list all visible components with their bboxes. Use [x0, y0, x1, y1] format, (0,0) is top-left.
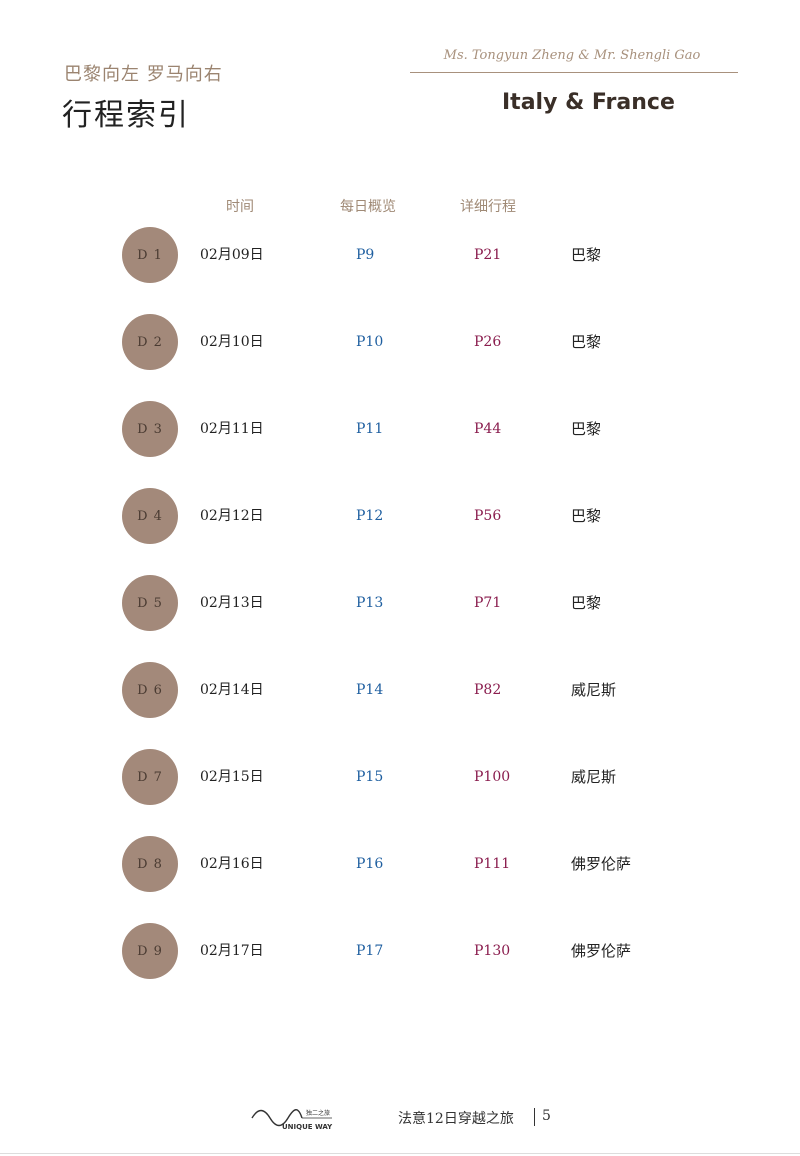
overview-page-link[interactable]: P15 [356, 769, 384, 785]
header-rule [410, 72, 738, 73]
subtitle-cn: 巴黎向左 罗马向右 [64, 64, 223, 85]
overview-page-link[interactable]: P13 [356, 595, 384, 611]
date-cell: 02月14日 [200, 682, 264, 698]
date-cell: 02月13日 [200, 595, 264, 611]
day-badge: D 9 [122, 923, 178, 979]
detail-page-link[interactable]: P44 [474, 421, 502, 437]
overview-page-link[interactable]: P14 [356, 682, 384, 698]
city-cell: 威尼斯 [571, 768, 617, 786]
itinerary-row: D 1 02月09日 P9 P21 巴黎 [0, 227, 800, 287]
column-header-time: 时间 [226, 199, 254, 215]
detail-page-link[interactable]: P111 [474, 856, 511, 872]
date-cell: 02月09日 [200, 247, 264, 263]
overview-page-link[interactable]: P10 [356, 334, 384, 350]
date-cell: 02月15日 [200, 769, 264, 785]
page-number: 5 [542, 1108, 551, 1124]
page-title: 行程索引 [62, 98, 190, 133]
bottom-line [0, 1153, 800, 1154]
detail-page-link[interactable]: P82 [474, 682, 502, 698]
day-badge: D 8 [122, 836, 178, 892]
detail-page-link[interactable]: P21 [474, 247, 502, 263]
itinerary-row: D 8 02月16日 P16 P111 佛罗伦萨 [0, 836, 800, 896]
city-cell: 巴黎 [571, 333, 602, 351]
city-cell: 佛罗伦萨 [571, 855, 632, 873]
day-badge: D 1 [122, 227, 178, 283]
overview-page-link[interactable]: P9 [356, 247, 375, 263]
detail-page-link[interactable]: P130 [474, 943, 511, 959]
itinerary-row: D 3 02月11日 P11 P44 巴黎 [0, 401, 800, 461]
city-cell: 巴黎 [571, 594, 602, 612]
day-badge: D 5 [122, 575, 178, 631]
logo-en-text: UNIQUE WAY [282, 1123, 333, 1131]
unique-way-logo: 独二之旅 UNIQUE WAY [251, 1109, 333, 1131]
footer-separator [534, 1108, 535, 1126]
itinerary-row: D 6 02月14日 P14 P82 威尼斯 [0, 662, 800, 722]
day-badge: D 2 [122, 314, 178, 370]
overview-page-link[interactable]: P17 [356, 943, 384, 959]
logo-cn-text: 独二之旅 [306, 1109, 330, 1117]
itinerary-row: D 2 02月10日 P10 P26 巴黎 [0, 314, 800, 374]
traveler-names: Ms. Tongyun Zheng & Mr. Shengli Gao [443, 48, 701, 63]
overview-page-link[interactable]: P11 [356, 421, 384, 437]
date-cell: 02月17日 [200, 943, 264, 959]
itinerary-row: D 9 02月17日 P17 P130 佛罗伦萨 [0, 923, 800, 983]
itinerary-row: D 5 02月13日 P13 P71 巴黎 [0, 575, 800, 635]
title-en: Italy & France [502, 90, 675, 115]
itinerary-row: D 4 02月12日 P12 P56 巴黎 [0, 488, 800, 548]
day-badge: D 6 [122, 662, 178, 718]
day-badge: D 4 [122, 488, 178, 544]
date-cell: 02月12日 [200, 508, 264, 524]
detail-page-link[interactable]: P26 [474, 334, 502, 350]
detail-page-link[interactable]: P71 [474, 595, 502, 611]
overview-page-link[interactable]: P12 [356, 508, 384, 524]
day-badge: D 3 [122, 401, 178, 457]
detail-page-link[interactable]: P56 [474, 508, 502, 524]
date-cell: 02月11日 [200, 421, 264, 437]
footer-title: 法意12日穿越之旅 [398, 1111, 514, 1127]
date-cell: 02月10日 [200, 334, 264, 350]
overview-page-link[interactable]: P16 [356, 856, 384, 872]
city-cell: 佛罗伦萨 [571, 942, 632, 960]
city-cell: 巴黎 [571, 507, 602, 525]
detail-page-link[interactable]: P100 [474, 769, 511, 785]
city-cell: 巴黎 [571, 420, 602, 438]
itinerary-row: D 7 02月15日 P15 P100 威尼斯 [0, 749, 800, 809]
date-cell: 02月16日 [200, 856, 264, 872]
city-cell: 巴黎 [571, 246, 602, 264]
city-cell: 威尼斯 [571, 681, 617, 699]
day-badge: D 7 [122, 749, 178, 805]
column-header-overview: 每日概览 [340, 199, 396, 215]
column-header-detail: 详细行程 [460, 199, 516, 215]
